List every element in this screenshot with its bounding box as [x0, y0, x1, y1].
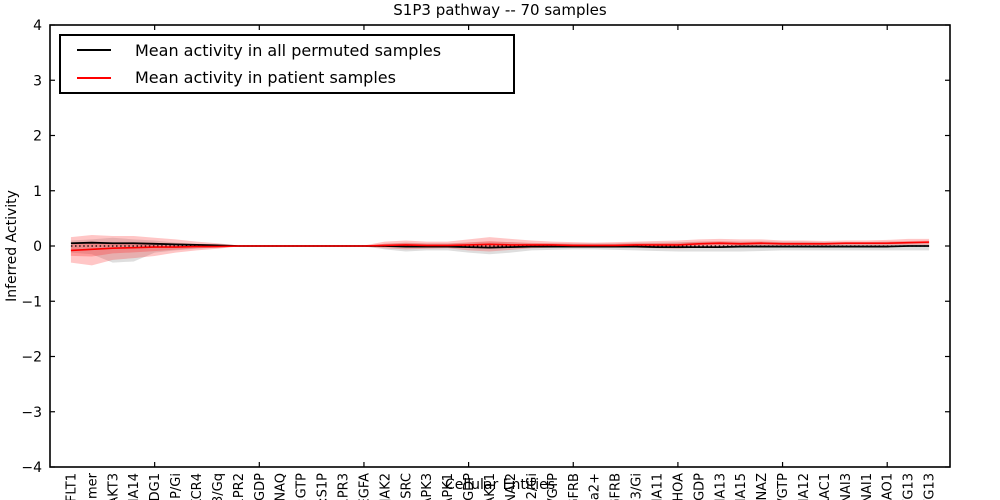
- x-tick-label: GNA13: [713, 473, 728, 500]
- x-tick-label: mol:S1P: [316, 473, 331, 500]
- y-tick-label: 4: [33, 18, 42, 34]
- x-tick-label: PDGFB-D/PDGFRB: [567, 473, 582, 500]
- x-tick-label: VEGFA: [357, 473, 372, 500]
- x-tick-label: RHOA: [671, 473, 686, 500]
- x-axis-label: Cellular Entities: [444, 477, 556, 493]
- x-tick-label: RhoA/GTP: [776, 473, 791, 500]
- permuted-mean-line: [70, 241, 930, 249]
- x-tick-label: VEGFR1 homodimer/VEGFA homodimer: [85, 472, 100, 500]
- legend-label-patient: Mean activity in patient samples: [135, 68, 396, 88]
- x-tick-label: mol:GDP: [253, 473, 268, 500]
- y-tick-label: 1: [33, 184, 42, 200]
- patient-mean-line: [70, 241, 930, 252]
- x-tick-label: CXCR4: [190, 473, 205, 500]
- x-tick-label: GNA14: [127, 473, 142, 500]
- chart-title: S1P3 pathway -- 70 samples: [393, 1, 607, 19]
- y-axis-label: Inferred Activity: [4, 190, 20, 302]
- x-tick-label: AKT1: [483, 473, 498, 500]
- y-tick-label: −4: [21, 460, 42, 476]
- legend-line-red-icon: [77, 76, 111, 79]
- x-tick-label: GNAI1: [860, 473, 875, 500]
- patient-band-outer: [70, 234, 930, 266]
- x-tick-label: PDGFRB: [609, 473, 624, 500]
- x-tick-label: MAPK3: [420, 473, 435, 500]
- x-tick-label: mol:Ca2+: [588, 473, 603, 500]
- x-tick-label: RAC1: [818, 473, 833, 500]
- x-tick-label: Rac1/GDP: [692, 473, 707, 500]
- y-tick-label: −2: [21, 350, 42, 366]
- x-tick-label: S1PR2: [232, 473, 247, 500]
- x-tick-label: SRC: [399, 473, 414, 499]
- x-tick-label: RhoA/GDP: [462, 473, 477, 500]
- x-tick-label: S1PR3: [337, 473, 352, 500]
- y-tick-label: 2: [33, 129, 42, 145]
- x-tick-label: GNAI2: [504, 473, 519, 500]
- x-tick-label: JAK2: [378, 473, 393, 500]
- patient-band-inner: [70, 240, 930, 257]
- x-tick-label: GNA11: [650, 473, 665, 500]
- x-tick-label: mol:GTP: [295, 473, 310, 500]
- x-tick-label: MAPK1: [441, 473, 456, 500]
- x-tick-label: S1P1/S1P/Gi: [169, 473, 184, 500]
- legend-item-permuted: Mean activity in all permuted samples: [61, 37, 513, 63]
- x-tick-label: GNA15: [734, 473, 749, 500]
- y-tick-label: 3: [33, 73, 42, 89]
- x-tick-label: EDG1: [148, 473, 163, 500]
- legend-item-patient: Mean activity in patient samples: [61, 65, 513, 91]
- x-tick-label: GNA12: [797, 473, 812, 500]
- x-tick-label: Rac1/GTP: [546, 473, 561, 500]
- y-tick-label: 0: [33, 239, 42, 255]
- x-tick-label: GNAO1: [881, 473, 896, 500]
- x-tick-label: S1P/S1P3/Gi: [630, 473, 645, 500]
- x-tick-label: GNAI3: [839, 473, 854, 500]
- x-tick-label: S1P/S1P2/Gi: [525, 473, 540, 500]
- x-tick-label: GNAZ: [755, 473, 770, 500]
- legend: Mean activity in all permuted samples Me…: [59, 34, 515, 94]
- y-tick-label: −3: [21, 405, 42, 421]
- x-tick-label: S1P/S1P3/Gq: [211, 473, 226, 500]
- x-tick-label: GNAQ: [274, 473, 289, 500]
- legend-label-permuted: Mean activity in all permuted samples: [135, 40, 442, 60]
- y-tick-label: −1: [21, 294, 42, 310]
- x-tick-label: G12/G13: [923, 473, 938, 500]
- x-tick-label: AKT3: [106, 473, 121, 500]
- x-tick-label: FLT1: [64, 473, 79, 500]
- x-tick-label: S1P/S1P3/G12/G13: [902, 473, 917, 500]
- legend-line-black-icon: [77, 49, 111, 52]
